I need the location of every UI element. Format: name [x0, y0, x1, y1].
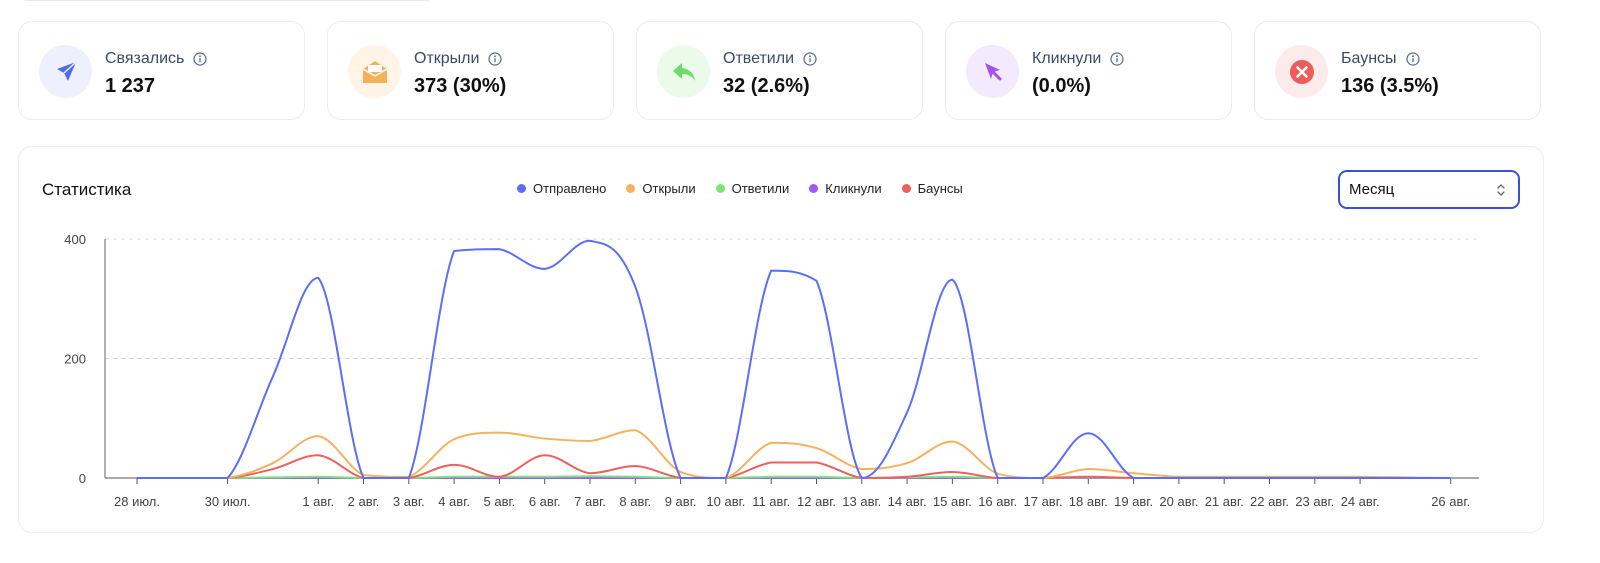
legend-label: Отправлено: [533, 181, 607, 196]
stat-title: Кликнули: [1032, 50, 1102, 67]
legend-label: Баунсы: [917, 181, 963, 196]
x-tick-label: 21 авг.: [1205, 494, 1244, 509]
stat-value: 1 237: [105, 75, 156, 97]
top-card-edge: [18, 0, 436, 1]
stat-card: Связались 1 237: [18, 21, 305, 120]
stat-card: Открыли 373 (30%): [327, 21, 614, 120]
stat-title-row: Баунсы: [1341, 50, 1420, 68]
x-tick-label: 22 авг.: [1250, 494, 1289, 509]
stat-title-row: Ответили: [723, 50, 817, 68]
x-tick-label: 12 авг.: [797, 494, 836, 509]
x-tick-label: 19 авг.: [1114, 494, 1153, 509]
x-tick-label: 15 авг.: [933, 494, 972, 509]
stat-value: 32 (2.6%): [723, 75, 810, 97]
y-tick-label: 0: [79, 471, 86, 486]
stat-value: (0.0%): [1032, 75, 1091, 97]
x-tick-label: 26 авг.: [1431, 494, 1470, 509]
legend-label: Открыли: [642, 181, 696, 196]
x-tick-label: 1 авг.: [302, 494, 334, 509]
x-tick-label: 7 авг.: [574, 494, 606, 509]
legend-dot: [517, 184, 526, 193]
x-tick-label: 30 июл.: [205, 494, 251, 509]
x-tick-label: 2 авг.: [348, 494, 380, 509]
series-line: [137, 239, 1451, 479]
stat-title: Связались: [105, 50, 185, 67]
x-tick-label: 14 авг.: [888, 494, 927, 509]
cursor-icon: [966, 45, 1019, 98]
x-tick-label: 11 авг.: [752, 494, 790, 509]
x-tick-label: 5 авг.: [484, 494, 516, 509]
x-tick-label: 10 авг.: [706, 494, 745, 509]
x-tick-label: 28 июл.: [114, 494, 160, 509]
legend-item[interactable]: Отправлено: [517, 181, 606, 196]
x-tick-label: 4 авг.: [438, 494, 470, 509]
legend-dot: [901, 184, 911, 193]
legend-dot: [809, 184, 819, 193]
stat-card: Ответили 32 (2.6%): [636, 21, 923, 120]
legend-label: Кликнули: [825, 181, 882, 196]
chart-title: Статистика: [42, 180, 132, 199]
x-tick-label: 23 авг.: [1295, 494, 1334, 509]
legend-item[interactable]: Кликнули: [809, 181, 882, 196]
x-tick-label: 16 авг.: [978, 494, 1017, 509]
statistics-card: Статистика Отправлено Открыли Ответили Клик…: [18, 146, 1544, 533]
legend-item[interactable]: Открыли: [626, 181, 696, 196]
legend-item[interactable]: Баунсы: [901, 181, 963, 196]
series-line: [137, 454, 1451, 479]
open-envelope-icon: [348, 45, 401, 98]
stat-title-row: Открыли: [414, 50, 503, 68]
legend-label: Ответили: [731, 181, 790, 196]
period-select-value: Месяц: [1349, 181, 1395, 198]
x-tick-label: 6 авг.: [529, 494, 561, 509]
legend-dot: [715, 184, 725, 193]
x-tick-label: 20 авг.: [1159, 494, 1198, 509]
x-tick-label: 13 авг.: [842, 494, 881, 509]
x-tick-label: 8 авг.: [619, 494, 651, 509]
stat-title-row: Кликнули: [1032, 50, 1124, 68]
line-chart: 0 200 400 28 июл. 30 июл. 1 авг. 2 авг. 3 авг. 4…: [64, 232, 1479, 509]
info-icon[interactable]: [1110, 52, 1124, 66]
stat-card: Кликнули (0.0%): [945, 21, 1232, 120]
y-tick-label: 200: [64, 352, 86, 367]
info-icon[interactable]: [488, 52, 503, 66]
chart-legend: Отправлено Открыли Ответили Кликнули Баунсы: [517, 181, 983, 196]
series-line: [137, 429, 1451, 479]
stat-title-row: Связались: [105, 50, 207, 68]
info-icon[interactable]: [193, 52, 207, 66]
legend-dot: [626, 184, 636, 193]
chevron-updown-icon: [1495, 183, 1507, 201]
stat-card: Баунсы 136 (3.5%): [1254, 21, 1541, 120]
legend-item[interactable]: Ответили: [715, 181, 790, 196]
info-icon[interactable]: [1405, 52, 1420, 66]
period-select[interactable]: Месяц: [1338, 170, 1520, 209]
info-icon[interactable]: [803, 52, 817, 66]
stat-title: Баунсы: [1341, 50, 1397, 67]
error-circle-icon: [1275, 45, 1328, 98]
x-tick-label: 9 авг.: [665, 494, 697, 509]
x-tick-label: 3 авг.: [393, 494, 425, 509]
x-tick-label: 17 авг.: [1024, 494, 1063, 509]
x-tick-label: 18 авг.: [1069, 494, 1108, 509]
reply-arrow-icon: [657, 45, 710, 98]
stat-title: Ответили: [723, 50, 794, 67]
y-tick-label: 400: [64, 232, 86, 247]
stat-value: 136 (3.5%): [1341, 75, 1439, 97]
x-tick-label: 24 авг.: [1341, 494, 1380, 509]
stat-title: Открыли: [414, 50, 480, 67]
stats-row: Связались 1 237 Открыли 373 (30%) Ответи…: [18, 21, 1581, 122]
paper-plane-icon: [39, 45, 92, 98]
stat-value: 373 (30%): [414, 75, 507, 97]
